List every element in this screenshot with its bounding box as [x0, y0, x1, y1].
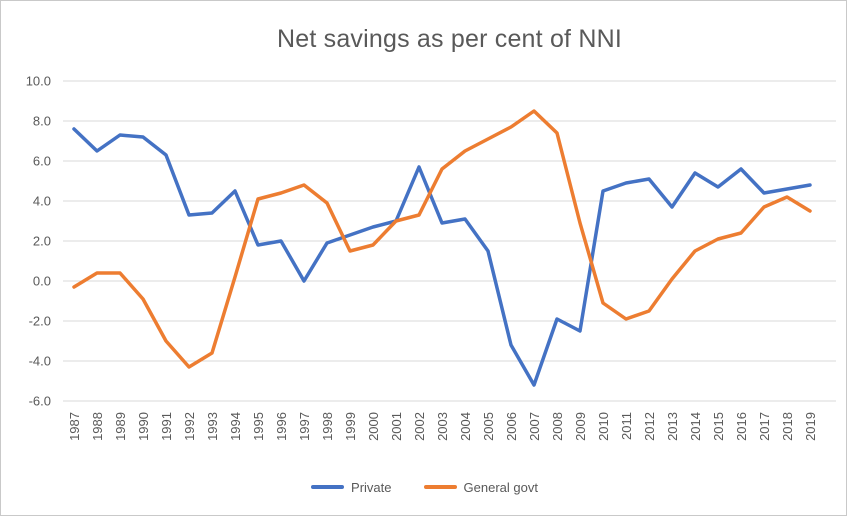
x-axis-tick-label: 2004 [458, 412, 473, 441]
legend: Private General govt [1, 473, 846, 501]
legend-item-private: Private [311, 479, 392, 495]
x-axis-tick-label: 2018 [780, 412, 795, 441]
x-axis-tick-label: 2010 [596, 412, 611, 441]
x-axis-tick-label: 2003 [435, 412, 450, 441]
chart-title: Net savings as per cent of NNI [276, 25, 623, 53]
x-axis-tick-label: 1991 [159, 412, 174, 441]
legend-label: Private [351, 479, 392, 495]
x-axis-tick-label: 2007 [527, 412, 542, 441]
legend-item-general-govt: General govt [423, 479, 538, 495]
y-axis-tick-label: 0.0 [33, 274, 51, 289]
x-axis-tick-label: 1988 [90, 412, 105, 441]
x-axis-tick-label: 2005 [481, 412, 496, 441]
x-axis-tick-label: 1989 [113, 412, 128, 441]
x-axis-tick-label: 2002 [412, 412, 427, 441]
x-axis-tick-label: 1997 [297, 412, 312, 441]
series-line-general-govt [72, 109, 812, 369]
x-axis-tick-label: 1993 [205, 412, 220, 441]
x-axis-tick-label: 1998 [320, 412, 335, 441]
x-axis-tick-label: 1999 [343, 412, 358, 441]
x-axis-tick-label: 1990 [136, 412, 151, 441]
x-axis-tick-label: 2019 [803, 412, 818, 441]
x-axis-tick-label: 2008 [550, 412, 565, 441]
x-axis-tick-label: 1987 [67, 412, 82, 441]
y-axis-tick-label: 8.0 [33, 114, 51, 129]
x-axis-tick-label: 2009 [573, 412, 588, 441]
legend-label: General govt [463, 479, 538, 495]
x-axis-tick-label: 1996 [274, 412, 289, 441]
legend-line-swatch [423, 485, 457, 489]
x-axis-tick-label: 2015 [711, 412, 726, 441]
x-axis-tick-label: 2000 [366, 412, 381, 441]
x-axis-tick-label: 2011 [619, 412, 634, 440]
y-axis-tick-label: 10.0 [26, 74, 51, 89]
x-axis-tick-label: 2006 [504, 412, 519, 441]
x-axis-tick-label: 1995 [251, 412, 266, 441]
x-axis-tick-label: 2013 [665, 412, 680, 441]
y-axis-tick-label: -2.0 [29, 314, 51, 329]
plot-svg: 10.0 8.0 6.0 4.0 2.0 0.0 -2.0 -4.0 -6.0 1987 1988 1… [26, 74, 836, 441]
x-axis-tick-label: 2012 [642, 412, 657, 441]
y-axis-tick-label: 2.0 [33, 234, 51, 249]
y-axis-tick-label: 4.0 [33, 194, 51, 209]
x-axis-tick-label: 2014 [688, 412, 703, 441]
x-axis-tick-label: 2001 [389, 412, 404, 441]
x-axis-tick-label: 1992 [182, 412, 197, 441]
legend-line-swatch [311, 485, 345, 489]
y-axis-tick-label: -4.0 [29, 354, 51, 369]
x-axis-tick-label: 2017 [757, 412, 772, 441]
y-axis-tick-label: 6.0 [33, 154, 51, 169]
y-axis-tick-label: -6.0 [29, 394, 51, 409]
x-axis-tick-label: 1994 [228, 412, 243, 441]
series-line-private [72, 127, 812, 387]
x-axis-tick-label: 2016 [734, 412, 749, 441]
